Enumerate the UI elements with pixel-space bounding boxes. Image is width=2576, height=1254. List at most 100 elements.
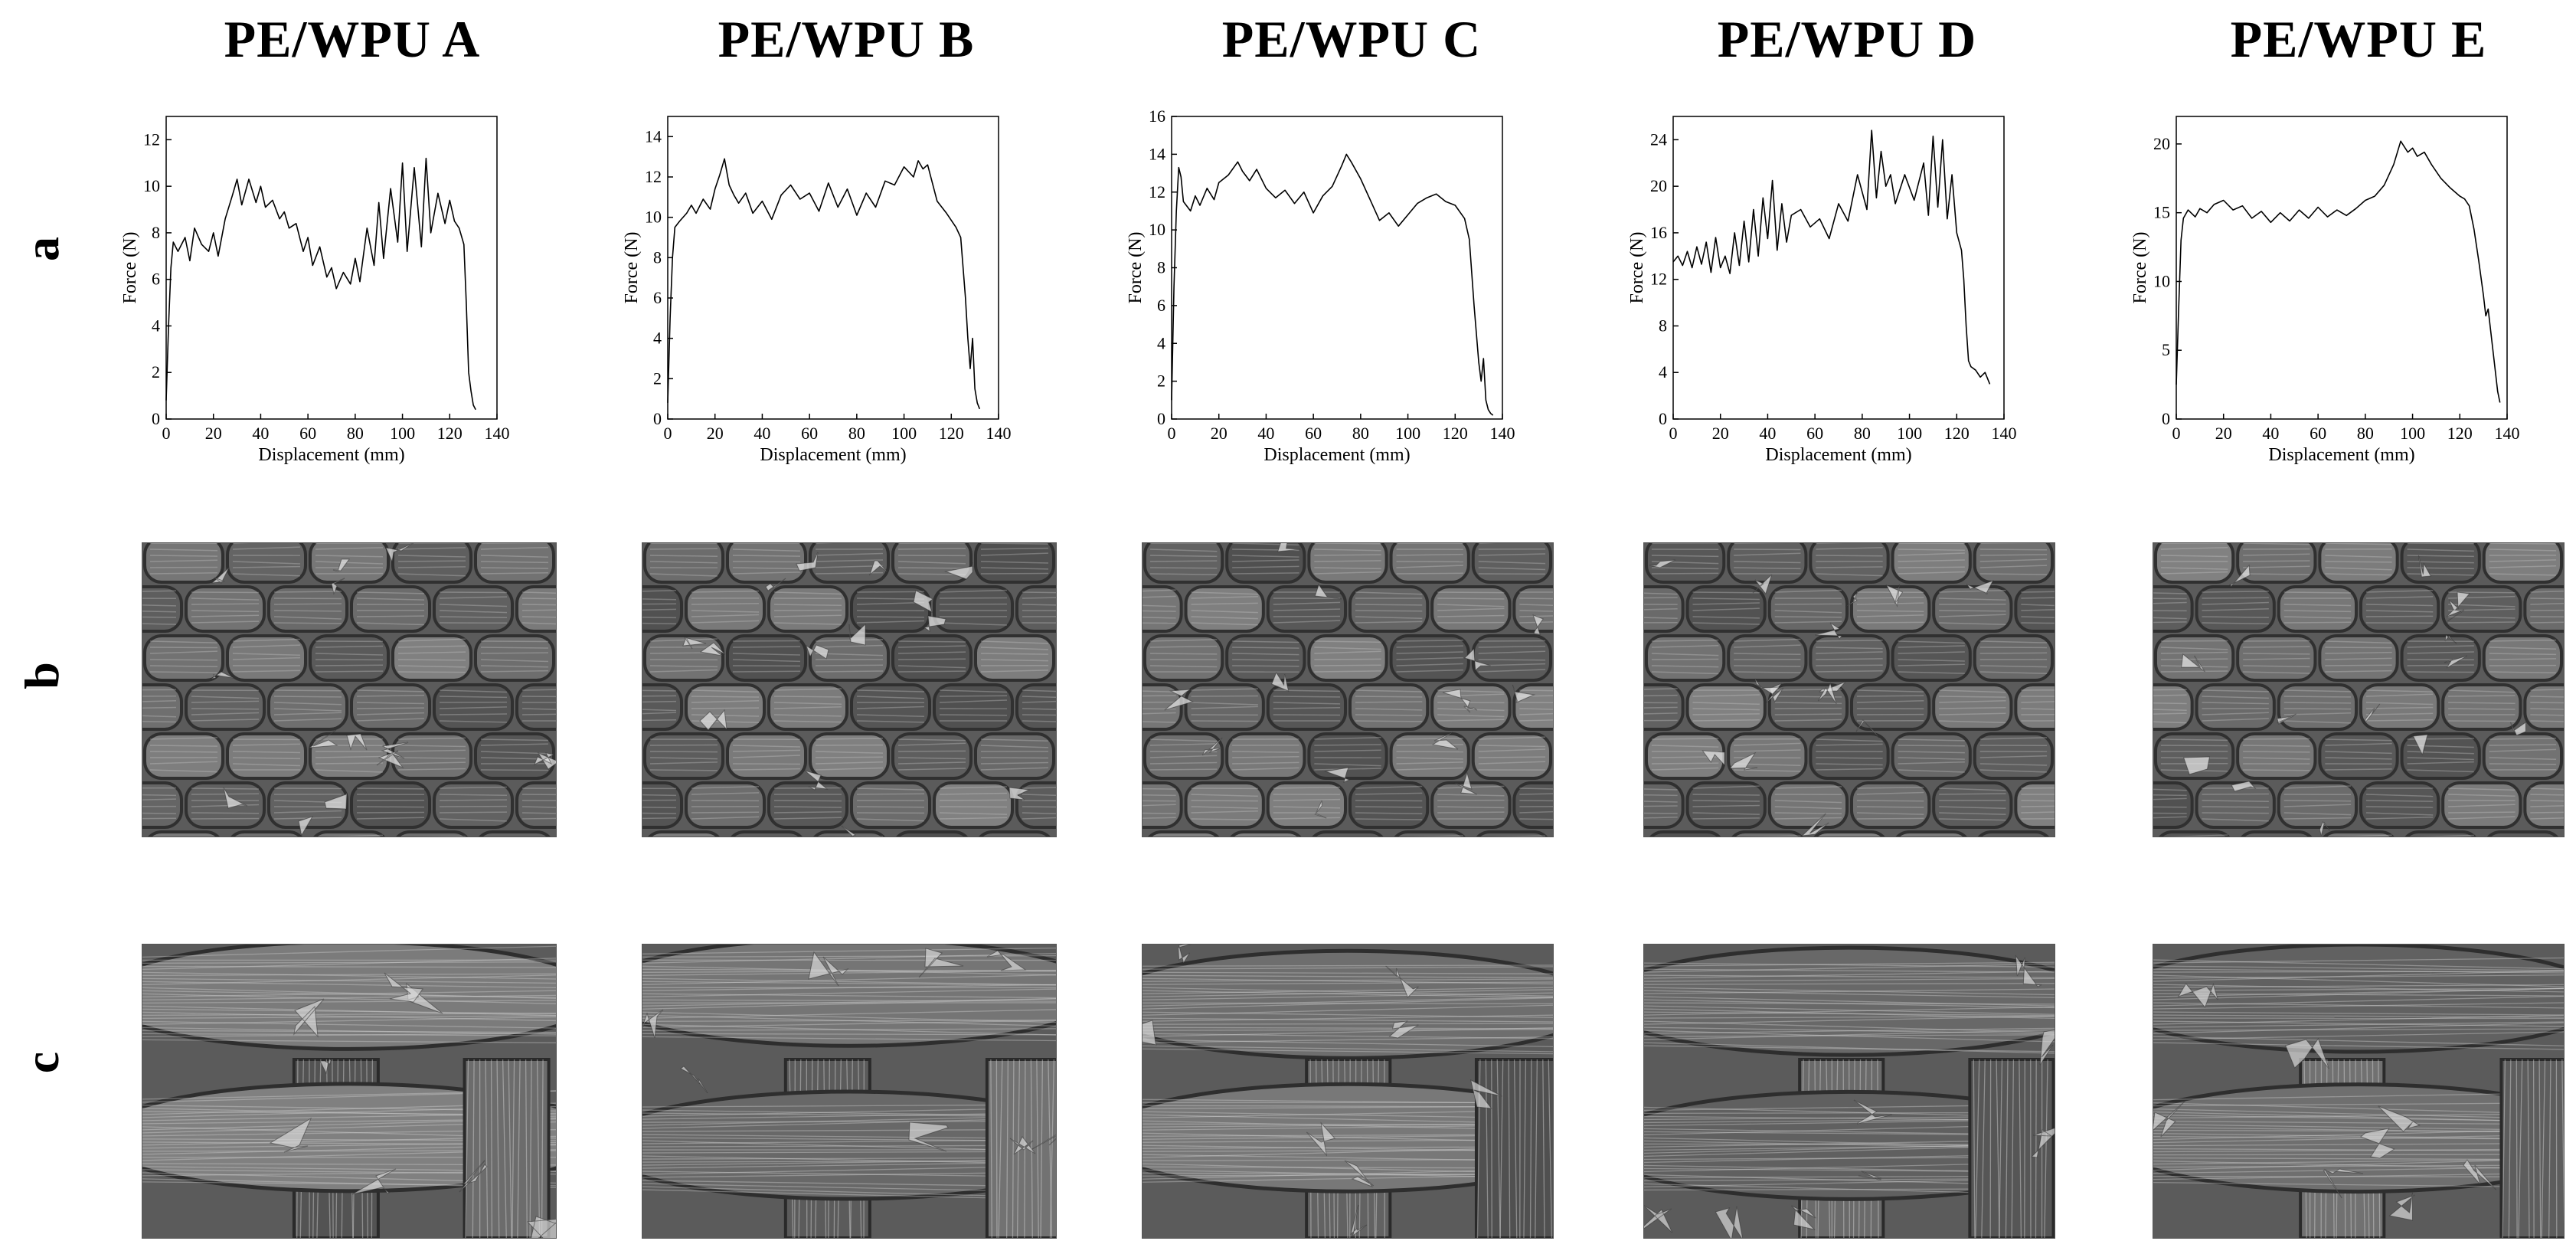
y-tick-label: 12	[645, 167, 662, 186]
yarn-crossover	[1932, 683, 2013, 731]
resin-debris	[2510, 722, 2526, 736]
yarn-crossover	[2153, 585, 2194, 633]
y-tick-label: 0	[152, 409, 160, 428]
x-tick-label: 20	[205, 424, 222, 443]
yarn-crossover	[642, 781, 683, 829]
y-tick-label: 8	[152, 223, 160, 242]
y-tick-label: 6	[152, 270, 160, 289]
resin-debris	[986, 950, 1027, 971]
yarn-crossover	[1143, 634, 1224, 682]
yarn-crossover	[433, 683, 514, 731]
force-series-line	[1672, 129, 1991, 385]
yarn-crossover	[1471, 634, 1553, 682]
resin-debris	[459, 1160, 488, 1193]
yarn-crossover	[2404, 830, 2476, 837]
yarn-crossover	[2400, 634, 2481, 682]
y-tick-label: 14	[1149, 144, 1165, 163]
x-axis-label: Displacement (mm)	[2268, 445, 2414, 465]
resin-debris	[2181, 653, 2205, 673]
resin-debris	[534, 752, 555, 766]
x-tick-label: 80	[848, 424, 865, 443]
resin-debris	[1845, 592, 1858, 607]
x-axis-label: Displacement (mm)	[1263, 445, 1410, 465]
x-tick-label: 0	[162, 424, 171, 443]
resin-debris	[1791, 1205, 1816, 1230]
yarn-crossover	[642, 683, 683, 731]
yarn-crossover	[1685, 781, 1767, 829]
yarn-crossover	[350, 781, 431, 829]
resin-debris	[1532, 614, 1544, 635]
resin-debris	[806, 644, 829, 660]
fiber-bundle	[1644, 1089, 2055, 1201]
resin-debris	[346, 733, 368, 751]
yarn-crossover	[1225, 543, 1306, 584]
fiber-bundle	[2153, 945, 2564, 1054]
sem-texture	[1644, 945, 2055, 1238]
x-tick-label: 140	[1490, 424, 1515, 443]
yarn-crossover	[309, 634, 390, 682]
resin-debris	[1801, 813, 1829, 837]
yarn-crossover	[391, 543, 472, 584]
y-tick-label: 4	[152, 316, 160, 335]
resin-debris	[913, 590, 933, 614]
yarn-crossover	[1476, 830, 1548, 837]
yarn-crossover	[979, 830, 1051, 837]
x-axis-label: Displacement (mm)	[760, 445, 906, 465]
y-tick-label: 4	[1157, 333, 1165, 352]
y-tick-label: 10	[2153, 271, 2170, 290]
y-tick-label: 8	[1157, 258, 1165, 277]
yarn-crossover	[1230, 830, 1302, 837]
yarn-crossover	[809, 634, 890, 682]
x-tick-label: 20	[1712, 424, 1729, 443]
x-tick-label: 0	[1669, 424, 1678, 443]
plot-frame	[165, 116, 498, 420]
y-tick-label: 6	[1157, 296, 1165, 315]
resin-debris	[1324, 767, 1351, 783]
yarn-crossover	[2482, 543, 2564, 584]
resin-debris	[908, 1121, 949, 1152]
yarn-crossover	[1685, 585, 1767, 633]
yarn-crossover	[2523, 585, 2564, 633]
yarn-crossover	[1644, 634, 1726, 682]
resin-debris	[269, 1117, 312, 1153]
plot-frame	[1672, 116, 2005, 420]
resin-debris	[211, 567, 230, 584]
resin-debris	[2031, 1128, 2055, 1158]
yarn-crossover	[1727, 634, 1808, 682]
yarn-crossover	[1767, 585, 1849, 633]
yarn-crossover	[1512, 683, 1553, 731]
yarn-crossover	[1348, 585, 1430, 633]
yarn-crossover	[642, 585, 683, 633]
y-tick-label: 2	[1157, 372, 1165, 391]
resin-debris	[1453, 771, 1477, 795]
resin-debris	[1271, 671, 1290, 692]
yarn-crossover	[1973, 634, 2055, 682]
yarn-crossover	[1015, 781, 1056, 829]
x-tick-label: 120	[1944, 424, 1970, 443]
yarn-crossover	[1809, 732, 1890, 780]
y-tick-label: 20	[1650, 176, 1667, 195]
yarn-crossover	[643, 543, 724, 584]
sem-image-c-c	[1142, 944, 1554, 1239]
x-tick-label: 120	[939, 424, 964, 443]
yarn-crossover	[643, 634, 724, 682]
yarn-crossover	[185, 683, 266, 731]
yarn-crossover	[1143, 543, 1224, 584]
resin-debris	[1178, 945, 1192, 964]
resin-debris	[1815, 622, 1843, 640]
yarn-crossover	[309, 543, 390, 584]
yarn-crossover	[2482, 634, 2564, 682]
yarn-crossover	[767, 781, 848, 829]
yarn-crossover	[143, 732, 224, 780]
yarn-crossover	[891, 732, 973, 780]
resin-debris	[351, 1168, 397, 1195]
yarn-crossover	[1143, 732, 1224, 780]
yarn-crossover	[685, 585, 766, 633]
resin-debris	[2446, 609, 2465, 622]
yarn-crossover	[2236, 634, 2317, 682]
yarn-crossover	[350, 585, 431, 633]
resin-debris	[384, 972, 423, 1003]
x-tick-label: 60	[1305, 424, 1322, 443]
yarn-crossover	[1430, 781, 1512, 829]
yarn-crossover	[1184, 585, 1265, 633]
